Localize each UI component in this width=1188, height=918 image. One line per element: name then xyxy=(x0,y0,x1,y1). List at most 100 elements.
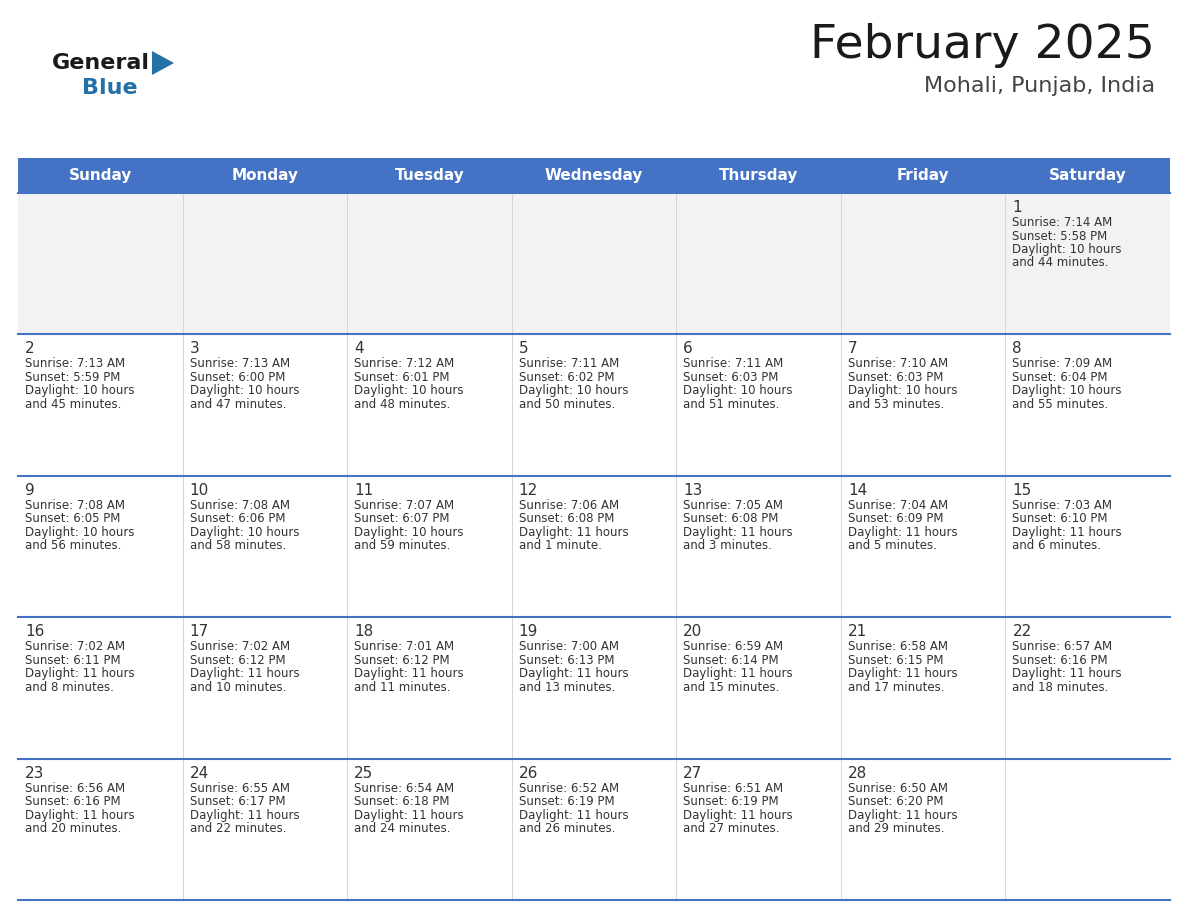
Text: 5: 5 xyxy=(519,341,529,356)
Text: Daylight: 11 hours: Daylight: 11 hours xyxy=(848,667,958,680)
Text: General: General xyxy=(52,53,150,73)
Text: and 47 minutes.: and 47 minutes. xyxy=(190,397,286,411)
Text: and 22 minutes.: and 22 minutes. xyxy=(190,823,286,835)
Text: and 24 minutes.: and 24 minutes. xyxy=(354,823,450,835)
Text: Sunset: 6:13 PM: Sunset: 6:13 PM xyxy=(519,654,614,666)
Polygon shape xyxy=(152,51,173,75)
Text: and 45 minutes.: and 45 minutes. xyxy=(25,397,121,411)
Text: Sunset: 6:10 PM: Sunset: 6:10 PM xyxy=(1012,512,1108,525)
Text: Daylight: 10 hours: Daylight: 10 hours xyxy=(1012,385,1121,397)
Text: 24: 24 xyxy=(190,766,209,780)
Text: Blue: Blue xyxy=(82,78,138,98)
Text: Sunrise: 6:50 AM: Sunrise: 6:50 AM xyxy=(848,781,948,795)
Text: 1: 1 xyxy=(1012,200,1022,215)
Bar xyxy=(18,334,1170,476)
Text: 6: 6 xyxy=(683,341,693,356)
Text: Sunrise: 7:11 AM: Sunrise: 7:11 AM xyxy=(519,357,619,370)
Text: Sunset: 6:03 PM: Sunset: 6:03 PM xyxy=(683,371,778,384)
Text: Sunrise: 7:02 AM: Sunrise: 7:02 AM xyxy=(25,640,125,654)
Text: Monday: Monday xyxy=(232,168,298,183)
Text: Daylight: 10 hours: Daylight: 10 hours xyxy=(354,526,463,539)
Text: 21: 21 xyxy=(848,624,867,639)
Text: Sunrise: 7:09 AM: Sunrise: 7:09 AM xyxy=(1012,357,1112,370)
Text: 4: 4 xyxy=(354,341,364,356)
Text: Daylight: 11 hours: Daylight: 11 hours xyxy=(190,809,299,822)
Text: 14: 14 xyxy=(848,483,867,498)
Text: 16: 16 xyxy=(25,624,44,639)
Text: 22: 22 xyxy=(1012,624,1031,639)
Text: 18: 18 xyxy=(354,624,373,639)
Text: 26: 26 xyxy=(519,766,538,780)
Text: and 3 minutes.: and 3 minutes. xyxy=(683,539,772,553)
Text: and 26 minutes.: and 26 minutes. xyxy=(519,823,615,835)
Text: 10: 10 xyxy=(190,483,209,498)
Text: Sunset: 5:59 PM: Sunset: 5:59 PM xyxy=(25,371,120,384)
Text: 13: 13 xyxy=(683,483,702,498)
Text: and 8 minutes.: and 8 minutes. xyxy=(25,681,114,694)
Text: Daylight: 11 hours: Daylight: 11 hours xyxy=(683,667,792,680)
Text: Sunset: 6:03 PM: Sunset: 6:03 PM xyxy=(848,371,943,384)
Text: Sunset: 6:09 PM: Sunset: 6:09 PM xyxy=(848,512,943,525)
Text: Daylight: 11 hours: Daylight: 11 hours xyxy=(519,809,628,822)
Text: and 44 minutes.: and 44 minutes. xyxy=(1012,256,1108,270)
Text: Daylight: 11 hours: Daylight: 11 hours xyxy=(25,667,134,680)
Text: Sunset: 6:11 PM: Sunset: 6:11 PM xyxy=(25,654,121,666)
Text: Sunset: 6:14 PM: Sunset: 6:14 PM xyxy=(683,654,779,666)
Text: Daylight: 11 hours: Daylight: 11 hours xyxy=(354,809,463,822)
Text: Sunset: 6:19 PM: Sunset: 6:19 PM xyxy=(519,795,614,808)
Text: Daylight: 10 hours: Daylight: 10 hours xyxy=(683,385,792,397)
Text: and 56 minutes.: and 56 minutes. xyxy=(25,539,121,553)
Text: Sunrise: 7:03 AM: Sunrise: 7:03 AM xyxy=(1012,498,1112,512)
Text: and 15 minutes.: and 15 minutes. xyxy=(683,681,779,694)
Text: Sunrise: 6:54 AM: Sunrise: 6:54 AM xyxy=(354,781,454,795)
Text: Saturday: Saturday xyxy=(1049,168,1126,183)
Text: Sunset: 6:08 PM: Sunset: 6:08 PM xyxy=(519,512,614,525)
Text: Sunrise: 7:07 AM: Sunrise: 7:07 AM xyxy=(354,498,454,512)
Text: and 20 minutes.: and 20 minutes. xyxy=(25,823,121,835)
Text: and 11 minutes.: and 11 minutes. xyxy=(354,681,450,694)
Text: Daylight: 10 hours: Daylight: 10 hours xyxy=(354,385,463,397)
Text: Daylight: 11 hours: Daylight: 11 hours xyxy=(190,667,299,680)
Text: Daylight: 10 hours: Daylight: 10 hours xyxy=(190,385,299,397)
Text: Sunset: 6:19 PM: Sunset: 6:19 PM xyxy=(683,795,779,808)
Text: 3: 3 xyxy=(190,341,200,356)
Bar xyxy=(18,158,1170,193)
Text: Daylight: 11 hours: Daylight: 11 hours xyxy=(519,526,628,539)
Text: Thursday: Thursday xyxy=(719,168,798,183)
Text: Sunset: 6:02 PM: Sunset: 6:02 PM xyxy=(519,371,614,384)
Text: Sunrise: 7:02 AM: Sunrise: 7:02 AM xyxy=(190,640,290,654)
Text: and 50 minutes.: and 50 minutes. xyxy=(519,397,615,411)
Text: 23: 23 xyxy=(25,766,44,780)
Text: 28: 28 xyxy=(848,766,867,780)
Text: 15: 15 xyxy=(1012,483,1031,498)
Text: 11: 11 xyxy=(354,483,373,498)
Text: and 53 minutes.: and 53 minutes. xyxy=(848,397,944,411)
Text: Sunrise: 7:13 AM: Sunrise: 7:13 AM xyxy=(190,357,290,370)
Text: Friday: Friday xyxy=(897,168,949,183)
Text: Sunrise: 7:05 AM: Sunrise: 7:05 AM xyxy=(683,498,783,512)
Text: and 6 minutes.: and 6 minutes. xyxy=(1012,539,1101,553)
Text: Sunset: 6:08 PM: Sunset: 6:08 PM xyxy=(683,512,778,525)
Text: Wednesday: Wednesday xyxy=(545,168,643,183)
Text: 25: 25 xyxy=(354,766,373,780)
Text: 27: 27 xyxy=(683,766,702,780)
Text: Sunrise: 6:58 AM: Sunrise: 6:58 AM xyxy=(848,640,948,654)
Bar xyxy=(18,758,1170,900)
Text: Sunrise: 7:10 AM: Sunrise: 7:10 AM xyxy=(848,357,948,370)
Text: 2: 2 xyxy=(25,341,34,356)
Text: Sunset: 6:18 PM: Sunset: 6:18 PM xyxy=(354,795,449,808)
Text: Daylight: 10 hours: Daylight: 10 hours xyxy=(25,385,134,397)
Text: Sunday: Sunday xyxy=(69,168,132,183)
Text: Sunrise: 7:14 AM: Sunrise: 7:14 AM xyxy=(1012,216,1113,229)
Text: 20: 20 xyxy=(683,624,702,639)
Text: Daylight: 11 hours: Daylight: 11 hours xyxy=(848,526,958,539)
Text: Sunset: 6:17 PM: Sunset: 6:17 PM xyxy=(190,795,285,808)
Text: and 10 minutes.: and 10 minutes. xyxy=(190,681,286,694)
Bar xyxy=(18,476,1170,617)
Text: and 59 minutes.: and 59 minutes. xyxy=(354,539,450,553)
Text: Sunrise: 7:12 AM: Sunrise: 7:12 AM xyxy=(354,357,454,370)
Text: Daylight: 11 hours: Daylight: 11 hours xyxy=(1012,526,1121,539)
Text: Mohali, Punjab, India: Mohali, Punjab, India xyxy=(924,76,1155,96)
Text: and 29 minutes.: and 29 minutes. xyxy=(848,823,944,835)
Text: Sunset: 5:58 PM: Sunset: 5:58 PM xyxy=(1012,230,1107,242)
